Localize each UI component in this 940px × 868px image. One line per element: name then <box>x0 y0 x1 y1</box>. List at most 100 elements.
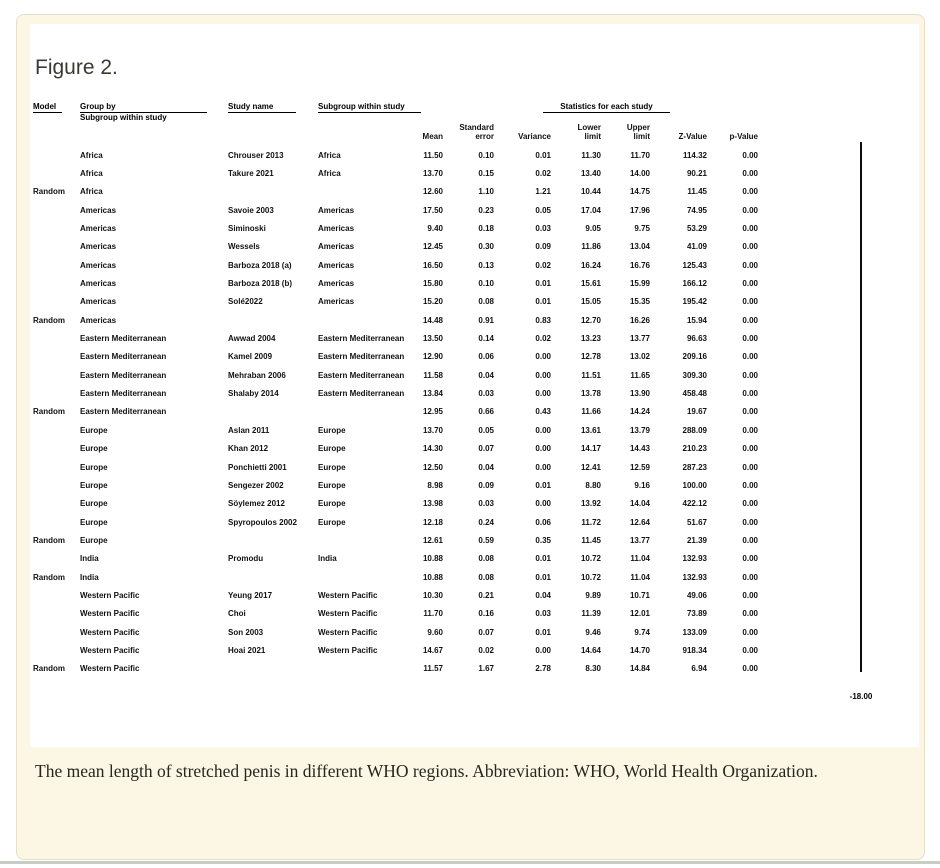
figure-caption: The mean length of stretched penis in di… <box>35 761 818 781</box>
stat-mean-cell: 13.84 <box>422 389 443 399</box>
stat-se-cell: 0.18 <box>478 224 494 234</box>
stat-lower-cell: 14.17 <box>580 444 601 454</box>
stat-zvalue-cell: 74.95 <box>686 205 707 215</box>
stat-pvalue-cell: 0.00 <box>742 187 758 197</box>
stat-zvalue-cell: 210.23 <box>682 444 707 454</box>
stat-mean-cell: 12.95 <box>422 407 443 417</box>
stat-zvalue-cell: 309.30 <box>682 370 707 380</box>
study-cell: Söylemez 2012 <box>228 499 285 509</box>
group-cell: Western Pacific <box>80 627 140 637</box>
stat-column-header: Z-Value <box>678 132 707 141</box>
stat-variance-cell: 0.01 <box>535 554 551 564</box>
stat-se-cell: 0.13 <box>478 260 494 270</box>
stat-variance-cell: 0.06 <box>535 517 551 527</box>
subgroup-cell: Americas <box>318 279 355 289</box>
stat-upper-cell: 11.04 <box>630 572 650 582</box>
study-cell: Shalaby 2014 <box>228 389 279 399</box>
subgroup-cell: India <box>318 554 337 564</box>
stat-variance-cell: 0.35 <box>535 535 551 545</box>
stat-mean-cell: 12.45 <box>422 242 443 252</box>
stat-se-cell: 0.07 <box>478 444 494 454</box>
stat-upper-cell: 9.74 <box>634 627 650 637</box>
figure-panel: Figure 2. Model Group by Subgroup within… <box>30 24 919 747</box>
stat-pvalue-cell: 0.00 <box>742 517 758 527</box>
stat-upper-cell: 14.43 <box>629 444 650 454</box>
group-cell: Americas <box>80 315 117 325</box>
stat-pvalue-cell: 0.00 <box>742 242 758 252</box>
stat-zvalue-cell: 458.48 <box>682 389 707 399</box>
stat-zvalue-cell: 73.89 <box>686 609 707 619</box>
stat-variance-cell: 0.00 <box>535 425 551 435</box>
stat-pvalue-cell: 0.00 <box>742 645 758 655</box>
stat-se-cell: 0.08 <box>478 554 494 564</box>
stat-zvalue-cell: 6.94 <box>691 664 707 674</box>
figure-title: Figure 2. <box>35 56 118 79</box>
group-cell: Europe <box>80 480 108 490</box>
stat-mean-cell: 10.88 <box>422 572 443 582</box>
subgroup-cell: Eastern Mediterranean <box>318 389 405 399</box>
stat-upper-cell: 10.71 <box>629 590 650 600</box>
stat-mean-cell: 10.88 <box>422 554 443 564</box>
stat-zvalue-cell: 288.09 <box>682 425 707 435</box>
study-cell: Barboza 2018 (b) <box>228 279 293 289</box>
stat-variance-cell: 0.03 <box>535 609 551 619</box>
subgroup-cell: Eastern Mediterranean <box>318 370 405 380</box>
stat-pvalue-cell: 0.00 <box>742 535 758 545</box>
stat-lower-cell: 10.72 <box>580 572 601 582</box>
stat-se-cell: 0.21 <box>478 590 494 600</box>
study-cell: Takure 2021 <box>228 169 274 179</box>
subgroup-cell: Europe <box>318 499 346 509</box>
stat-mean-cell: 12.90 <box>422 352 443 362</box>
study-cell: Barboza 2018 (a) <box>228 260 292 270</box>
study-cell: Ponchietti 2001 <box>228 462 287 472</box>
stat-zvalue-cell: 19.67 <box>686 407 707 417</box>
stat-mean-cell: 12.60 <box>422 187 443 197</box>
stat-pvalue-cell: 0.00 <box>742 444 758 454</box>
stat-lower-cell: 11.72 <box>581 517 601 527</box>
subgroup-cell: Americas <box>318 224 355 234</box>
stat-se-cell: 0.30 <box>478 242 494 252</box>
stat-lower-cell: 15.61 <box>580 279 601 289</box>
stat-se-cell: 0.24 <box>478 517 494 527</box>
stat-mean-cell: 10.30 <box>422 590 443 600</box>
stat-variance-cell: 0.01 <box>535 572 551 582</box>
stat-pvalue-cell: 0.00 <box>742 370 758 380</box>
stat-se-cell: 0.59 <box>478 535 494 545</box>
subgroup-cell: Eastern Mediterranean <box>318 334 405 344</box>
stat-se-cell: 0.15 <box>478 169 494 179</box>
subgroup-cell: Europe <box>318 480 346 490</box>
study-cell: Hoai 2021 <box>228 645 266 655</box>
model-cell: Random <box>33 535 65 545</box>
stat-pvalue-cell: 0.00 <box>742 352 758 362</box>
stat-upper-cell: 13.04 <box>629 242 650 252</box>
study-cell: Promodu <box>228 554 264 564</box>
stat-mean-cell: 14.48 <box>422 315 443 325</box>
figure-card: Figure 2. Model Group by Subgroup within… <box>16 14 925 860</box>
stat-variance-cell: 0.01 <box>535 279 551 289</box>
column-header-statistics: Statistics for each study <box>543 103 670 113</box>
stat-se-cell: 0.07 <box>478 627 494 637</box>
column-header-subgroup: Subgroup within study <box>318 103 421 113</box>
stat-pvalue-cell: 0.00 <box>742 554 758 564</box>
stat-zvalue-cell: 209.16 <box>682 352 707 362</box>
forest-plot-axis-line <box>860 142 862 672</box>
subgroup-cell: Europe <box>318 444 346 454</box>
stat-se-cell: 1.67 <box>478 664 494 674</box>
stat-pvalue-cell: 0.00 <box>742 150 758 160</box>
stat-variance-cell: 0.01 <box>535 480 551 490</box>
group-cell: Europe <box>80 425 108 435</box>
forest-plot-axis-label: -18.00 <box>849 692 873 701</box>
study-cell: Choi <box>228 609 246 619</box>
stat-upper-cell: 17.96 <box>629 205 650 215</box>
stat-upper-cell: 14.75 <box>629 187 650 197</box>
study-cell: Wessels <box>228 242 260 252</box>
stat-upper-cell: 14.70 <box>629 645 650 655</box>
model-cell: Random <box>33 664 65 674</box>
stat-upper-cell: 16.26 <box>629 315 650 325</box>
stat-upper-cell: 14.04 <box>629 499 650 509</box>
stat-mean-cell: 15.80 <box>422 279 443 289</box>
stat-mean-cell: 11.70 <box>423 609 443 619</box>
stat-pvalue-cell: 0.00 <box>742 480 758 490</box>
stat-zvalue-cell: 918.34 <box>682 645 707 655</box>
